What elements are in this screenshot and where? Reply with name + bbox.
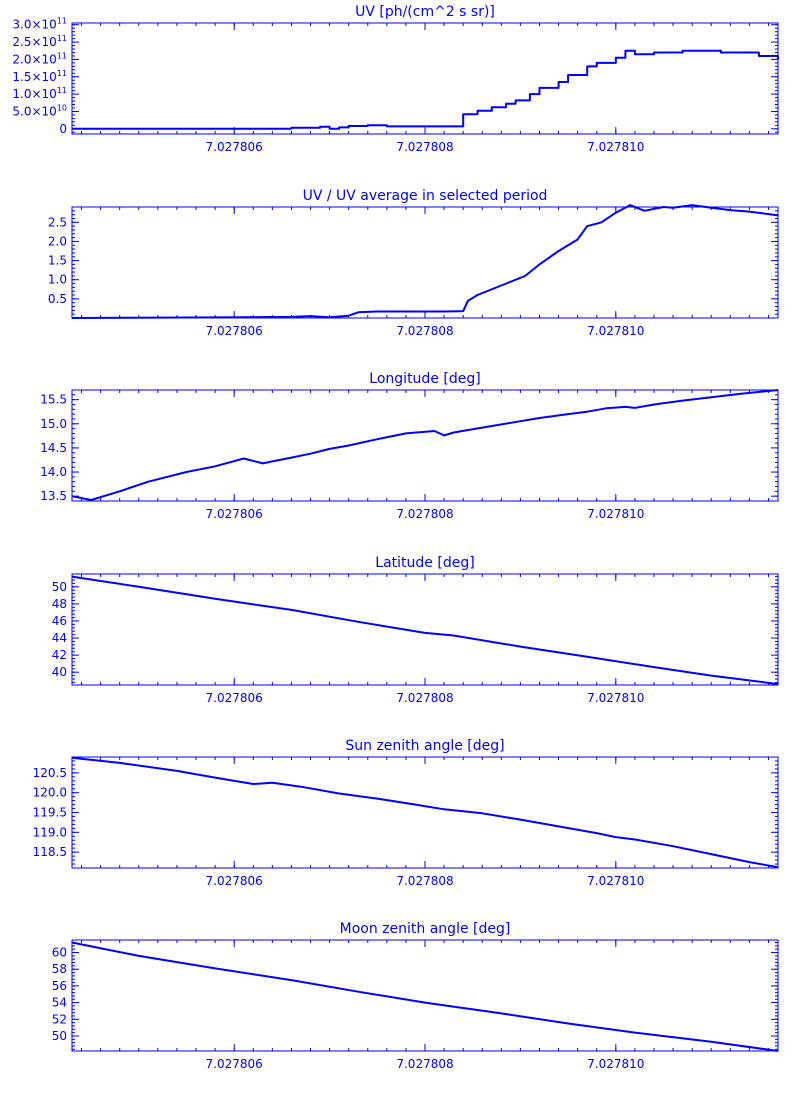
y-tick-label: 120.5 bbox=[33, 766, 67, 780]
x-tick-label: 7.027810 bbox=[587, 691, 644, 705]
x-tick-label: 7.027808 bbox=[396, 874, 453, 888]
plot-frame bbox=[71, 389, 779, 502]
chart-title: Longitude [deg] bbox=[369, 371, 480, 387]
data-series-line bbox=[72, 49, 779, 130]
x-tick-label: 7.027808 bbox=[396, 691, 453, 705]
y-tick-label: 119.0 bbox=[33, 825, 67, 839]
chart-title: UV / UV average in selected period bbox=[303, 188, 548, 204]
y-tick-label: 42 bbox=[52, 648, 67, 662]
chart-title: UV [ph/(cm^2 s sr)] bbox=[355, 4, 495, 20]
x-tick-label: 7.027808 bbox=[396, 324, 453, 338]
y-tick-label: 52 bbox=[52, 1012, 67, 1026]
y-tick-label: 118.5 bbox=[33, 845, 67, 859]
y-tick-label: 1.0×1011 bbox=[12, 86, 67, 101]
x-tick-label: 7.027806 bbox=[206, 324, 263, 338]
y-tick-label: 46 bbox=[52, 614, 67, 628]
y-tick-label: 0.5 bbox=[48, 292, 67, 306]
y-tick-label: 14.0 bbox=[40, 465, 67, 479]
chart-panel-5: Sun zenith angle [deg] 118.5 119.0 119.5 120… bbox=[33, 738, 779, 888]
plot-frame bbox=[71, 756, 779, 869]
x-tick-label: 7.027810 bbox=[587, 874, 644, 888]
y-tick-label: 120.0 bbox=[33, 786, 67, 800]
y-tick-label: 13.5 bbox=[40, 489, 67, 503]
y-tick-label: 15.5 bbox=[40, 393, 67, 407]
data-series-line bbox=[71, 941, 779, 1052]
chart-title: Moon zenith angle [deg] bbox=[340, 921, 511, 937]
data-series-line bbox=[71, 389, 779, 501]
x-tick-label: 7.027810 bbox=[587, 140, 644, 154]
y-tick-label: 14.5 bbox=[40, 441, 67, 455]
y-tick-label: 2.5 bbox=[48, 215, 67, 229]
chart-title: Sun zenith angle [deg] bbox=[345, 738, 504, 754]
chart-panel-4: Latitude [deg] 40 42 44 46 48 50 7.027806 7.0278… bbox=[52, 555, 779, 705]
chart-title: Latitude [deg] bbox=[375, 555, 474, 571]
y-tick-label: 1.5×1011 bbox=[12, 69, 67, 84]
y-tick-label: 1.0 bbox=[48, 273, 67, 287]
x-tick-label: 7.027808 bbox=[396, 140, 453, 154]
y-tick-label: 56 bbox=[52, 979, 67, 993]
x-tick-label: 7.027806 bbox=[206, 691, 263, 705]
y-tick-label: 119.5 bbox=[33, 806, 67, 820]
y-tick-label: 60 bbox=[52, 946, 67, 960]
chart-panel-2: UV / UV average in selected period 0.5 1.0… bbox=[48, 188, 779, 338]
y-tick-label: 48 bbox=[52, 597, 67, 611]
plot-frame bbox=[71, 22, 779, 135]
x-tick-label: 7.027808 bbox=[396, 507, 453, 521]
plot-frame bbox=[71, 573, 779, 686]
y-tick-label: 44 bbox=[52, 631, 67, 645]
plot-frame bbox=[71, 939, 779, 1052]
x-tick-label: 7.027806 bbox=[206, 140, 263, 154]
chart-panel-1: UV [ph/(cm^2 s sr)] 0 5.0×1010 1.0×1011 1.5×… bbox=[12, 4, 779, 154]
y-tick-label: 40 bbox=[52, 665, 67, 679]
data-series-line bbox=[71, 575, 779, 686]
y-tick-label: 54 bbox=[52, 996, 67, 1010]
data-series-line bbox=[71, 204, 779, 319]
data-series-line bbox=[71, 756, 779, 869]
chart-panel-3: Longitude [deg] 13.5 14.0 14.5 15.0 15.5 7.027… bbox=[40, 371, 779, 521]
y-tick-label: 2.0 bbox=[48, 234, 67, 248]
x-tick-label: 7.027808 bbox=[396, 1057, 453, 1071]
y-tick-label: 1.5 bbox=[48, 254, 67, 268]
x-tick-label: 7.027806 bbox=[206, 1057, 263, 1071]
x-tick-label: 7.027810 bbox=[587, 324, 644, 338]
y-tick-label: 58 bbox=[52, 962, 67, 976]
x-tick-label: 7.027806 bbox=[206, 874, 263, 888]
y-tick-label: 2.5×1011 bbox=[12, 34, 67, 49]
y-tick-label: 50 bbox=[52, 1029, 67, 1043]
x-tick-label: 7.027810 bbox=[587, 507, 644, 521]
plot-frame bbox=[71, 206, 779, 319]
x-tick-label: 7.027806 bbox=[206, 507, 263, 521]
y-tick-label: 2.0×1011 bbox=[12, 51, 67, 66]
y-tick-label: 5.0×1010 bbox=[12, 103, 67, 118]
y-tick-label: 3.0×1011 bbox=[12, 17, 67, 32]
chart-panel-6: Moon zenith angle [deg] 50 52 54 56 58 60 7.027… bbox=[52, 921, 779, 1071]
x-tick-label: 7.027810 bbox=[587, 1057, 644, 1071]
y-tick-label: 50 bbox=[52, 580, 67, 594]
y-tick-label: 0 bbox=[59, 122, 67, 136]
y-tick-label: 15.0 bbox=[40, 417, 67, 431]
